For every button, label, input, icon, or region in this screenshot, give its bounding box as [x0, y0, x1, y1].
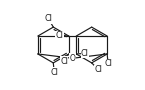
Text: Cl: Cl — [104, 59, 112, 68]
Text: Cl: Cl — [81, 49, 89, 58]
Text: Cl: Cl — [50, 68, 58, 77]
Text: Cl: Cl — [45, 14, 52, 23]
Text: Cl: Cl — [95, 65, 103, 74]
Text: O: O — [70, 54, 75, 63]
Text: Cl: Cl — [60, 57, 68, 66]
Text: Cl: Cl — [55, 31, 63, 40]
